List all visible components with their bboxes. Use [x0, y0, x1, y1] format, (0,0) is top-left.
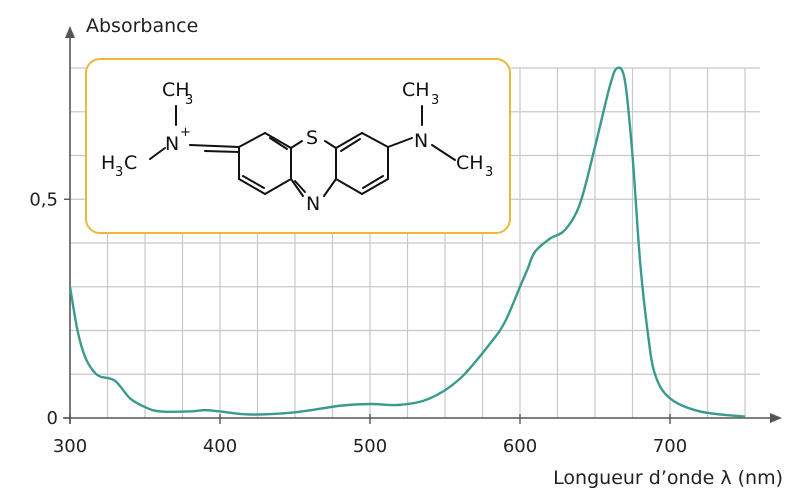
ticks: 300 400 500 600 700 0 0,5 — [29, 189, 687, 457]
atom-n-plus: N — [165, 133, 179, 155]
atom-n-right: N — [414, 130, 428, 152]
methylene-blue-structure: CH 3 N + H 3 C S N CH 3 N CH 3 — [85, 58, 511, 234]
charge-plus: + — [180, 125, 191, 140]
x-axis-title: Longueur d’onde λ (nm) — [553, 467, 783, 489]
atom-ch3-right: CH — [456, 152, 484, 174]
subscript-3-top-left: 3 — [185, 93, 193, 108]
x-tick-label: 400 — [203, 436, 237, 457]
y-axis-title: Absorbance — [86, 15, 198, 37]
atom-sulfur: S — [306, 127, 318, 149]
x-axis-arrow — [770, 413, 782, 423]
molecule-box — [85, 58, 511, 234]
subscript-3-right: 3 — [485, 165, 493, 180]
y-tick-label: 0,5 — [29, 189, 58, 210]
x-tick-label: 300 — [53, 436, 87, 457]
atom-ch3-top-right: CH — [402, 79, 430, 101]
atom-ch3-top-left: CH — [162, 79, 190, 101]
axes — [63, 26, 782, 424]
x-tick-label: 700 — [653, 436, 687, 457]
atom-h3c-h: H — [101, 152, 115, 174]
y-axis-arrow — [65, 26, 75, 38]
subscript-3-left: 3 — [115, 165, 123, 180]
subscript-3-top-right: 3 — [431, 93, 439, 108]
atom-n-bottom: N — [306, 193, 320, 215]
atom-h3c-c: C — [124, 152, 137, 174]
x-tick-label: 500 — [353, 436, 387, 457]
x-tick-label: 600 — [503, 436, 537, 457]
series-line-absorbance — [68, 66, 746, 418]
y-tick-label: 0 — [47, 408, 58, 429]
